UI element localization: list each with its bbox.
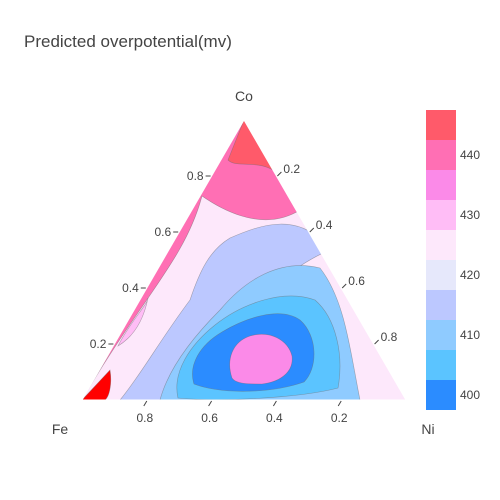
- contour-region: [82, 120, 301, 400]
- tick-label-co: 0.4: [122, 281, 139, 295]
- tick-label-fe: 0.8: [136, 411, 153, 425]
- ternary-frame: [81, 119, 407, 401]
- colorbar: 400 410 420 430 440: [426, 110, 480, 410]
- tick-label-ni: 0.8: [381, 330, 398, 344]
- colorbar-tick-label: 420: [460, 268, 480, 282]
- contour-region: [229, 334, 293, 385]
- colorbar-swatch: [426, 230, 456, 260]
- contour-region: [227, 120, 274, 171]
- colorbar-tick-label: 410: [460, 328, 480, 342]
- colorbar-swatch: [426, 350, 456, 380]
- colorbar-swatch: [426, 140, 456, 170]
- tick-mark: [309, 227, 315, 233]
- colorbar-swatch: [426, 200, 456, 230]
- tick-mark: [208, 400, 213, 407]
- colorbar-swatch: [426, 320, 456, 350]
- colorbar-tick-label: 430: [460, 208, 480, 222]
- colorbar-tick-label: 400: [460, 388, 480, 402]
- tick-label-ni: 0.2: [283, 162, 300, 176]
- tick-label-ni: 0.6: [348, 274, 365, 288]
- tick-label-ni: 0.4: [316, 218, 333, 232]
- tick-mark: [341, 283, 347, 289]
- tick-layer: 0.2 0.4 0.6 0.8 0.2 0.4 0.6 0.8 0.2 0.4 0.6 0.8: [90, 162, 398, 425]
- tick-mark: [337, 400, 342, 407]
- colorbar-swatch: [426, 170, 456, 200]
- contour-region: [117, 297, 149, 347]
- tick-mark: [277, 171, 282, 177]
- tick-label-fe: 0.4: [266, 411, 283, 425]
- chart-title: Predicted overpotential(mv): [24, 32, 232, 51]
- tick-label-fe: 0.6: [201, 411, 218, 425]
- axis-label-ni: Ni: [421, 421, 434, 437]
- tick-label-co: 0.2: [90, 337, 107, 351]
- tick-mark: [143, 400, 148, 407]
- tick-label-co: 0.6: [155, 225, 172, 239]
- colorbar-swatch: [426, 260, 456, 290]
- tick-label-fe: 0.2: [331, 411, 348, 425]
- colorbar-swatch: [426, 110, 456, 140]
- axis-label-fe: Fe: [52, 421, 69, 437]
- colorbar-tick-label: 440: [460, 148, 480, 162]
- tick-mark: [374, 339, 379, 345]
- tick-mark: [272, 400, 277, 407]
- colorbar-swatch: [426, 380, 456, 410]
- tick-label-co: 0.8: [187, 169, 204, 183]
- colorbar-swatch: [426, 290, 456, 320]
- axis-label-co: Co: [235, 88, 253, 104]
- contour-layer: [82, 120, 406, 400]
